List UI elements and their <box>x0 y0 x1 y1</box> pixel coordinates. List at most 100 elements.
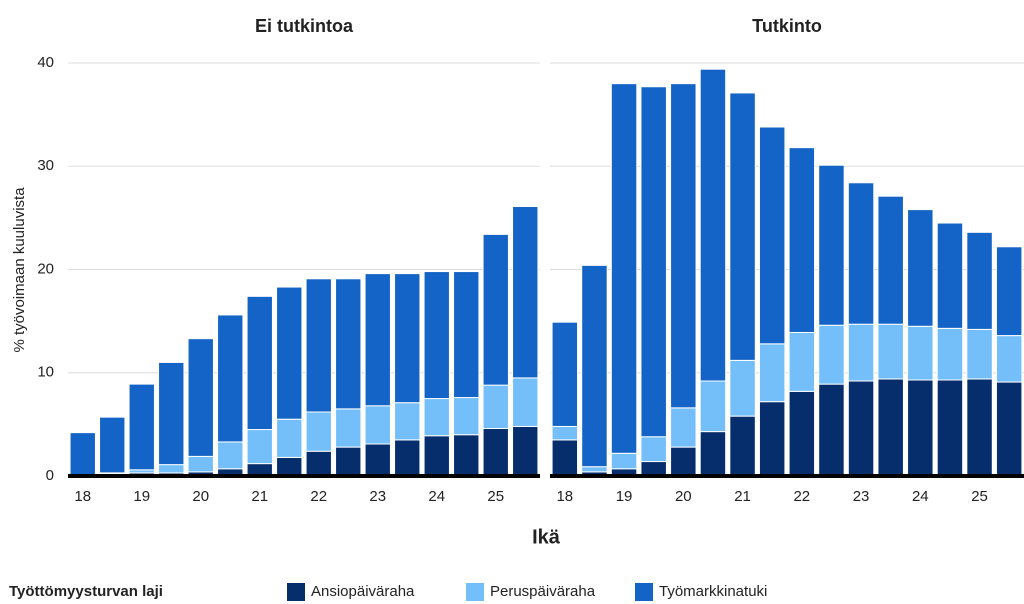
bar-segment <box>907 325 934 381</box>
bar-segment <box>699 68 727 382</box>
bar-segment <box>877 378 904 477</box>
bar-segment <box>158 464 185 474</box>
bar-segment <box>788 390 816 477</box>
bar-segment <box>335 408 362 448</box>
y-axis-label: % työvoimaan kuuluvista <box>11 187 28 353</box>
x-tick-label: 25 <box>487 488 504 505</box>
bar-segment <box>512 206 539 379</box>
bar-segment <box>907 209 934 327</box>
x-tick-label: 20 <box>192 488 209 505</box>
bar-segment <box>818 383 845 477</box>
y-tick-label: 20 <box>37 260 54 277</box>
x-tick-label: 20 <box>675 488 692 505</box>
bar-segment <box>995 381 1023 477</box>
bar-segment <box>453 271 480 399</box>
bar-segment <box>276 286 303 420</box>
bar-segment <box>936 222 964 329</box>
bar-segment <box>217 441 244 470</box>
bar-segment <box>640 461 667 477</box>
y-tick-label: 10 <box>37 364 54 381</box>
bar-segment <box>551 439 579 477</box>
bar-segment <box>936 379 964 477</box>
bar-segment <box>423 435 450 477</box>
bar-segment <box>699 380 727 433</box>
bar-segment <box>305 450 332 477</box>
bar-segment <box>847 182 875 325</box>
bar-segment <box>610 452 638 470</box>
bar-segment <box>394 402 421 441</box>
bar-segment <box>394 273 421 404</box>
bar-segment <box>364 443 391 477</box>
bar-segment <box>217 314 244 443</box>
bar-segment <box>453 397 480 436</box>
bar-segment <box>305 411 332 452</box>
bar-segment <box>907 379 934 477</box>
legend-swatch <box>635 583 653 601</box>
x-tick-label: 21 <box>734 488 751 505</box>
bar-segment <box>158 361 185 466</box>
x-tick-label: 24 <box>428 488 445 505</box>
bar-segment <box>482 384 509 430</box>
bar-segment <box>758 126 786 345</box>
bar-segment <box>394 439 421 477</box>
y-tick-label: 30 <box>37 157 54 174</box>
bar-segment <box>818 324 845 385</box>
x-tick-label: 19 <box>133 488 150 505</box>
bar-segment <box>847 380 875 477</box>
bar-segment <box>246 295 273 431</box>
x-tick-label: 19 <box>616 488 633 505</box>
legend-label: Peruspäiväraha <box>490 583 596 600</box>
bar-segment <box>581 466 608 473</box>
y-tick-label: 0 <box>46 467 54 484</box>
bar-segment <box>788 331 816 392</box>
bar-segment <box>877 323 904 380</box>
bar-segment <box>877 195 904 325</box>
bar-segment <box>581 264 608 468</box>
bar-segment <box>699 431 727 477</box>
x-tick-label: 21 <box>251 488 268 505</box>
bar-segment <box>276 418 303 458</box>
bar-segment <box>305 278 332 413</box>
bar-segment <box>966 328 993 380</box>
x-tick-label: 22 <box>793 488 810 505</box>
bar-segment <box>335 278 362 410</box>
bar-segment <box>482 233 509 386</box>
bar-segment <box>847 323 875 382</box>
bar-segment <box>364 273 391 407</box>
bar-segment <box>640 86 667 438</box>
x-tick-label: 23 <box>853 488 870 505</box>
bar-segment <box>551 321 579 427</box>
bar-segment <box>512 377 539 427</box>
bar-segment <box>729 415 756 477</box>
bar-segment <box>670 446 697 477</box>
bar-segment <box>276 456 303 477</box>
bar-segment <box>551 425 579 441</box>
panel-title: Tutkinto <box>752 16 822 36</box>
bar-segment <box>69 432 96 476</box>
bar-segment <box>187 338 214 457</box>
bar-segment <box>423 271 450 400</box>
bar-segment <box>453 434 480 477</box>
bar-segment <box>729 92 756 361</box>
bar-segment <box>936 327 964 381</box>
bar-segment <box>758 401 786 477</box>
panel-title: Ei tutkintoa <box>255 16 354 36</box>
x-tick-label: 24 <box>912 488 929 505</box>
bar-segment <box>670 83 697 409</box>
bar-segment <box>788 147 816 333</box>
legend-label: Ansiopäiväraha <box>311 583 415 600</box>
legend-swatch <box>466 583 484 601</box>
bar-segment <box>995 335 1023 383</box>
bar-segment <box>335 446 362 477</box>
x-tick-label: 18 <box>556 488 573 505</box>
x-tick-label: 22 <box>310 488 327 505</box>
bar-segment <box>187 455 214 473</box>
x-tick-label: 25 <box>971 488 988 505</box>
bar-segment <box>966 378 993 477</box>
bar-segment <box>423 398 450 437</box>
bar-segment <box>818 164 845 326</box>
legend-label: Työmarkkinatuki <box>659 583 767 600</box>
bar-segment <box>246 429 273 465</box>
bar-segment <box>99 416 126 474</box>
